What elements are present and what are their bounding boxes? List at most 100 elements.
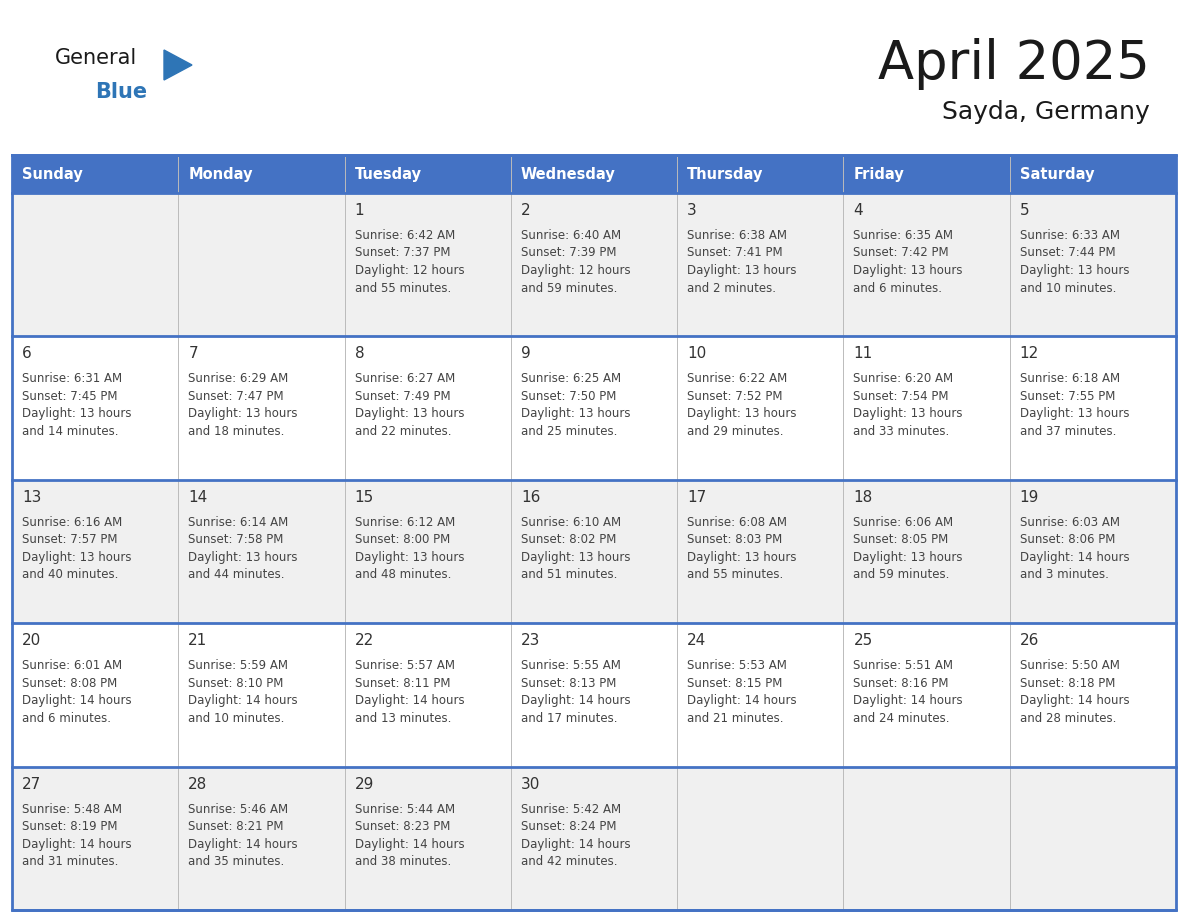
Text: Sunset: 7:42 PM: Sunset: 7:42 PM — [853, 247, 949, 260]
Bar — [12, 336, 178, 480]
Text: Daylight: 13 hours: Daylight: 13 hours — [853, 264, 963, 277]
Text: 16: 16 — [520, 490, 541, 505]
Text: 8: 8 — [354, 346, 365, 362]
Text: Daylight: 13 hours: Daylight: 13 hours — [188, 408, 298, 420]
Text: and 6 minutes.: and 6 minutes. — [21, 711, 110, 724]
Text: Sunrise: 6:14 AM: Sunrise: 6:14 AM — [188, 516, 289, 529]
Text: Sunrise: 5:42 AM: Sunrise: 5:42 AM — [520, 802, 621, 815]
Text: Daylight: 13 hours: Daylight: 13 hours — [853, 408, 963, 420]
Text: and 40 minutes.: and 40 minutes. — [21, 568, 119, 581]
Text: Daylight: 12 hours: Daylight: 12 hours — [354, 264, 465, 277]
Text: Sunset: 8:03 PM: Sunset: 8:03 PM — [687, 533, 783, 546]
Text: Sunrise: 6:31 AM: Sunrise: 6:31 AM — [21, 373, 122, 386]
Text: Sunset: 8:06 PM: Sunset: 8:06 PM — [1019, 533, 1116, 546]
Text: 24: 24 — [687, 633, 707, 648]
Text: 13: 13 — [21, 490, 42, 505]
Text: 14: 14 — [188, 490, 208, 505]
Text: Sunrise: 5:55 AM: Sunrise: 5:55 AM — [520, 659, 620, 672]
Text: 23: 23 — [520, 633, 541, 648]
Text: 4: 4 — [853, 203, 862, 218]
Text: Daylight: 13 hours: Daylight: 13 hours — [1019, 264, 1129, 277]
Text: and 2 minutes.: and 2 minutes. — [687, 282, 776, 295]
Bar — [1010, 480, 1176, 623]
Text: Sayda, Germany: Sayda, Germany — [942, 100, 1150, 124]
Text: 20: 20 — [21, 633, 42, 648]
Bar — [843, 480, 1010, 623]
Text: 9: 9 — [520, 346, 531, 362]
Text: Sunset: 7:50 PM: Sunset: 7:50 PM — [520, 390, 617, 403]
Text: Daylight: 13 hours: Daylight: 13 hours — [520, 551, 631, 564]
Text: Daylight: 14 hours: Daylight: 14 hours — [354, 694, 465, 707]
Text: and 21 minutes.: and 21 minutes. — [687, 711, 784, 724]
Text: Daylight: 14 hours: Daylight: 14 hours — [520, 837, 631, 851]
Bar — [178, 480, 345, 623]
Text: Daylight: 12 hours: Daylight: 12 hours — [520, 264, 631, 277]
Text: Daylight: 13 hours: Daylight: 13 hours — [687, 264, 797, 277]
Bar — [345, 767, 511, 910]
Text: and 10 minutes.: and 10 minutes. — [188, 711, 285, 724]
Text: Friday: Friday — [853, 166, 904, 182]
Text: Sunrise: 6:16 AM: Sunrise: 6:16 AM — [21, 516, 122, 529]
Text: and 29 minutes.: and 29 minutes. — [687, 425, 784, 438]
Text: Sunset: 7:45 PM: Sunset: 7:45 PM — [21, 390, 118, 403]
Text: and 13 minutes.: and 13 minutes. — [354, 711, 451, 724]
Text: Daylight: 13 hours: Daylight: 13 hours — [687, 408, 797, 420]
Text: 19: 19 — [1019, 490, 1040, 505]
Text: and 28 minutes.: and 28 minutes. — [1019, 711, 1116, 724]
Text: Monday: Monday — [188, 166, 253, 182]
Text: Sunset: 7:55 PM: Sunset: 7:55 PM — [1019, 390, 1116, 403]
Bar — [511, 767, 677, 910]
Text: Sunrise: 6:25 AM: Sunrise: 6:25 AM — [520, 373, 621, 386]
Text: and 35 minutes.: and 35 minutes. — [188, 855, 284, 868]
Text: Daylight: 14 hours: Daylight: 14 hours — [354, 837, 465, 851]
Text: and 55 minutes.: and 55 minutes. — [354, 282, 450, 295]
Text: and 42 minutes.: and 42 minutes. — [520, 855, 618, 868]
Text: 29: 29 — [354, 777, 374, 791]
Text: Sunrise: 6:10 AM: Sunrise: 6:10 AM — [520, 516, 621, 529]
Bar — [1010, 767, 1176, 910]
Text: Daylight: 13 hours: Daylight: 13 hours — [853, 551, 963, 564]
Text: Sunset: 7:57 PM: Sunset: 7:57 PM — [21, 533, 118, 546]
Text: 25: 25 — [853, 633, 873, 648]
Text: and 14 minutes.: and 14 minutes. — [21, 425, 119, 438]
Text: 28: 28 — [188, 777, 208, 791]
Text: 12: 12 — [1019, 346, 1040, 362]
Text: and 59 minutes.: and 59 minutes. — [853, 568, 949, 581]
Text: Sunrise: 6:33 AM: Sunrise: 6:33 AM — [1019, 229, 1120, 242]
Bar — [511, 155, 677, 193]
Text: Sunrise: 6:12 AM: Sunrise: 6:12 AM — [354, 516, 455, 529]
Text: Sunset: 8:13 PM: Sunset: 8:13 PM — [520, 677, 617, 689]
Bar — [677, 336, 843, 480]
Text: Sunset: 8:00 PM: Sunset: 8:00 PM — [354, 533, 450, 546]
Text: Sunrise: 6:06 AM: Sunrise: 6:06 AM — [853, 516, 954, 529]
Text: Sunrise: 6:40 AM: Sunrise: 6:40 AM — [520, 229, 621, 242]
Text: Sunset: 7:41 PM: Sunset: 7:41 PM — [687, 247, 783, 260]
Text: 3: 3 — [687, 203, 697, 218]
Text: Sunset: 8:05 PM: Sunset: 8:05 PM — [853, 533, 949, 546]
Bar — [843, 155, 1010, 193]
Text: and 55 minutes.: and 55 minutes. — [687, 568, 783, 581]
Text: 6: 6 — [21, 346, 32, 362]
Text: Sunrise: 6:01 AM: Sunrise: 6:01 AM — [21, 659, 122, 672]
Text: Sunrise: 5:57 AM: Sunrise: 5:57 AM — [354, 659, 455, 672]
Bar — [511, 193, 677, 336]
Text: Sunset: 7:49 PM: Sunset: 7:49 PM — [354, 390, 450, 403]
Text: Daylight: 13 hours: Daylight: 13 hours — [354, 551, 465, 564]
Text: 30: 30 — [520, 777, 541, 791]
Text: 1: 1 — [354, 203, 365, 218]
Text: 10: 10 — [687, 346, 707, 362]
Text: Sunrise: 6:20 AM: Sunrise: 6:20 AM — [853, 373, 954, 386]
Text: General: General — [55, 48, 138, 68]
Text: and 17 minutes.: and 17 minutes. — [520, 711, 618, 724]
Text: Sunset: 7:39 PM: Sunset: 7:39 PM — [520, 247, 617, 260]
Bar — [677, 193, 843, 336]
Text: 26: 26 — [1019, 633, 1040, 648]
Text: Sunset: 7:58 PM: Sunset: 7:58 PM — [188, 533, 284, 546]
Bar — [12, 623, 178, 767]
Text: and 24 minutes.: and 24 minutes. — [853, 711, 950, 724]
Text: and 25 minutes.: and 25 minutes. — [520, 425, 618, 438]
Text: Sunset: 8:18 PM: Sunset: 8:18 PM — [1019, 677, 1116, 689]
Text: Sunset: 8:11 PM: Sunset: 8:11 PM — [354, 677, 450, 689]
Text: Sunrise: 6:08 AM: Sunrise: 6:08 AM — [687, 516, 788, 529]
Bar — [178, 623, 345, 767]
